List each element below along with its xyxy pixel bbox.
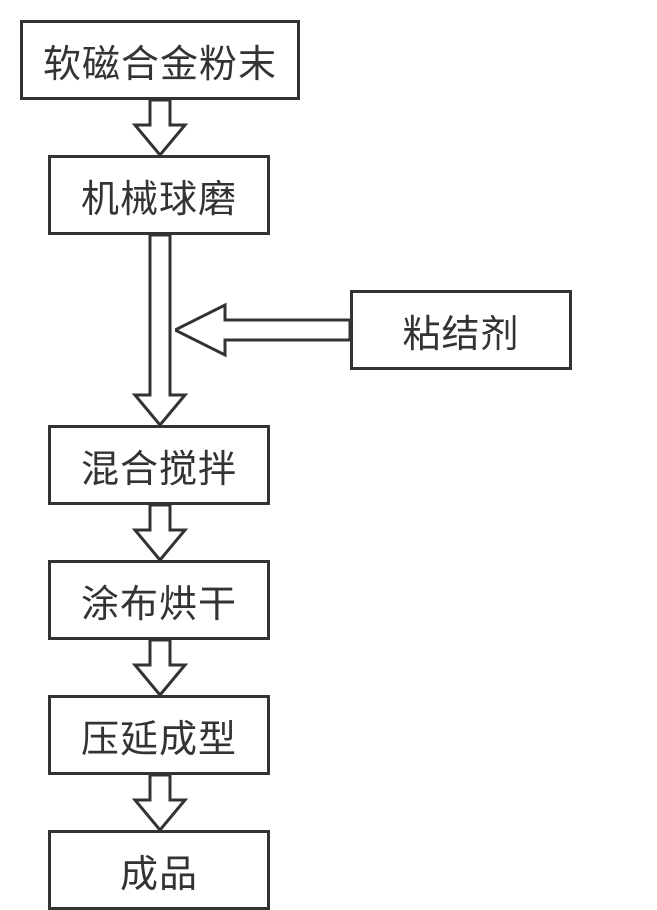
arrow-left-icon <box>175 300 350 360</box>
node-label: 成品 <box>120 843 198 898</box>
arrow-down-icon <box>130 640 190 695</box>
node-mechanical-ball-milling: 机械球磨 <box>48 155 270 235</box>
node-label: 机械球磨 <box>81 168 237 223</box>
node-label: 压延成型 <box>81 708 237 763</box>
arrow-down-icon <box>130 100 190 155</box>
node-finished-product: 成品 <box>48 830 270 910</box>
arrow-down-icon <box>130 775 190 830</box>
node-coating-drying: 涂布烘干 <box>48 560 270 640</box>
node-label: 粘结剂 <box>402 303 519 358</box>
node-binder: 粘结剂 <box>350 290 572 370</box>
node-label: 混合搅拌 <box>81 438 237 493</box>
node-calendaring: 压延成型 <box>48 695 270 775</box>
node-soft-magnetic-powder: 软磁合金粉末 <box>20 20 300 100</box>
node-label: 软磁合金粉末 <box>43 33 277 88</box>
arrow-down-icon <box>130 505 190 560</box>
node-mix-stir: 混合搅拌 <box>48 425 270 505</box>
node-label: 涂布烘干 <box>81 573 237 628</box>
